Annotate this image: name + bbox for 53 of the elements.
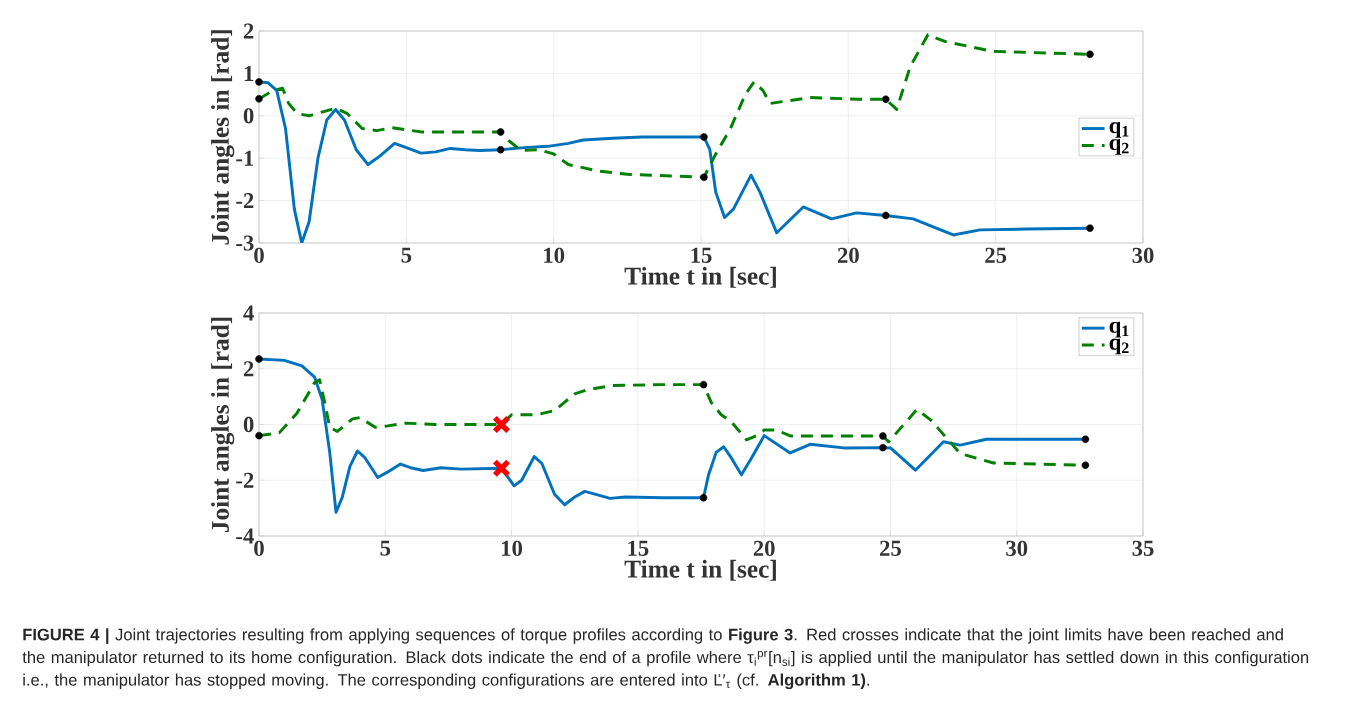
- point: [496, 145, 505, 154]
- point: [879, 443, 887, 452]
- x-tick-label: 10: [502, 540, 523, 557]
- x-tick-label: 25: [880, 540, 901, 556]
- x-axis-title: Time t in [sec]: [624, 559, 776, 581]
- x-tick-label: 5: [401, 247, 412, 263]
- point: [699, 494, 708, 502]
- legend-label: q$_{1}$: [1109, 321, 1129, 338]
- x-tick-label: 25: [985, 247, 1007, 263]
- point: [1086, 224, 1094, 232]
- x-tick-label: 20: [837, 247, 859, 264]
- point: [1081, 461, 1090, 469]
- point: [255, 78, 263, 86]
- x-tick-label: 30: [1006, 540, 1028, 557]
- y-tick-label: 4: [243, 305, 254, 321]
- y-axis-title: Joint angles in [rad]: [211, 317, 235, 533]
- point: [1081, 435, 1090, 444]
- x-tick-label: 20: [753, 540, 775, 557]
- y-tick-label: 0: [243, 416, 254, 433]
- y-axis-title: Joint angles in [rad]: [211, 30, 235, 245]
- x-tick-label: 10: [544, 247, 565, 264]
- x-axis-title: Time t in [sec]: [624, 266, 776, 288]
- point: [496, 128, 505, 136]
- x-tick-label: 15: [628, 540, 649, 556]
- point: [492, 459, 511, 478]
- point: [882, 95, 890, 103]
- y-tick-label: 0: [243, 108, 254, 124]
- legend-label: q$_{1}$: [1109, 122, 1129, 138]
- x-tick-label: 15: [691, 247, 712, 263]
- point: [255, 355, 263, 363]
- y-tick-label: -4: [236, 528, 254, 544]
- point: [700, 173, 708, 182]
- y-tick-label: -3: [236, 235, 254, 251]
- point: [879, 432, 887, 440]
- x-tick-label: 5: [380, 540, 391, 556]
- point: [700, 133, 708, 141]
- x-tick-label: 30: [1132, 247, 1154, 264]
- legend-label: q$_{2}$: [1109, 338, 1129, 355]
- point: [255, 431, 263, 440]
- y-tick-label: 2: [243, 23, 254, 39]
- point: [492, 415, 511, 434]
- point: [255, 95, 263, 103]
- y-tick-label: -2: [236, 472, 254, 488]
- y-tick-label: 1: [244, 65, 254, 81]
- point: [699, 380, 708, 389]
- y-tick-label: 2: [243, 361, 254, 377]
- point: [882, 211, 890, 220]
- text: FIGURE 4 | Joint trajectories resulting from applying sequences of torque profiles according to Figure 3. Red crosses indicate that the joint limits have been reached and the manipulator returned to its home configuration. Black dots indicate the end of a profile where τ$_{i}$$^{pr}$[n$_{si}$] is applied until the manipulator has settled down in this configuration i.e., the manipulator has stopped moving. The corresponding configurations are entered into Ľ′$_{τ}$ (cf. Algorithm 1).: [22, 628, 1309, 690]
- y-tick-label: -2: [236, 193, 254, 209]
- legend-label: q$_{2}$: [1109, 139, 1129, 155]
- y-tick-label: -1: [236, 150, 254, 166]
- x-tick-label: 35: [1132, 540, 1154, 556]
- point: [1086, 50, 1094, 59]
